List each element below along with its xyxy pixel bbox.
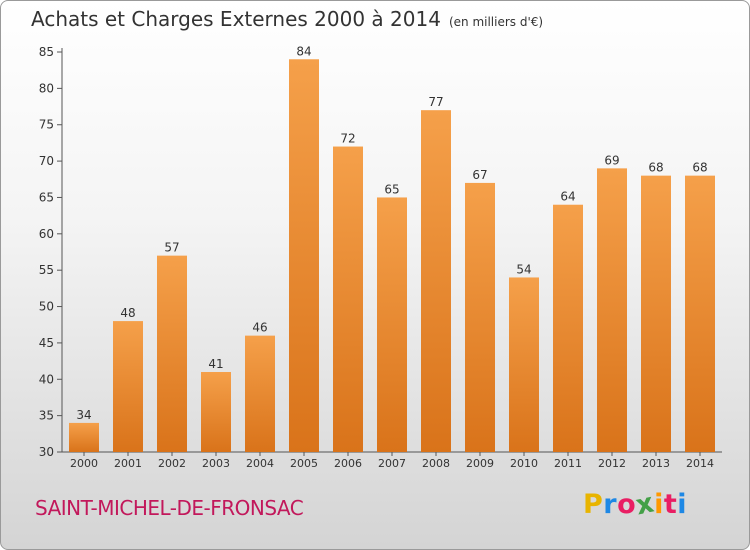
y-tick-label: 45	[39, 336, 54, 350]
x-tick-label-2008: 2008	[422, 457, 450, 470]
bar-2001	[113, 321, 143, 452]
logo-letter: r	[603, 489, 618, 520]
logo-letter: t	[663, 489, 678, 520]
x-tick-label-2002: 2002	[158, 457, 186, 470]
data-label-2008: 77	[428, 95, 443, 109]
data-label-2000: 34	[76, 408, 91, 422]
data-label-2005: 84	[296, 44, 311, 58]
x-tick-label-2001: 2001	[114, 457, 142, 470]
bar-2012	[597, 168, 627, 452]
y-tick-label: 35	[39, 409, 54, 423]
bar-2014	[685, 175, 715, 453]
chart-subtitle: (en milliers d'€)	[448, 15, 544, 29]
data-label-2009: 67	[472, 168, 487, 182]
x-tick-label-2010: 2010	[510, 457, 538, 470]
bar-2002	[157, 255, 187, 452]
data-label-2007: 65	[384, 182, 399, 196]
x-tick-label-2006: 2006	[334, 457, 362, 470]
bar-2004	[245, 335, 275, 452]
bar-2003	[201, 372, 231, 452]
x-tick-label-2003: 2003	[202, 457, 230, 470]
bar-2000	[69, 422, 99, 452]
chart-title: Achats et Charges Externes 2000 à 2014 (e…	[31, 7, 543, 31]
x-tick-label-2005: 2005	[290, 457, 318, 470]
proxiti-logo[interactable]: Proxiti	[583, 487, 688, 521]
logo-letter: P	[583, 489, 604, 520]
data-label-2014: 68	[692, 161, 707, 175]
data-label-2010: 54	[516, 262, 531, 276]
y-tick-label: 85	[39, 45, 54, 59]
bar-2013	[641, 175, 671, 453]
bar-2005	[289, 59, 319, 452]
x-tick-label-2000: 2000	[70, 457, 98, 470]
bar-2008	[421, 110, 451, 452]
y-tick-label: 65	[39, 190, 54, 204]
data-label-2002: 57	[164, 241, 179, 255]
data-label-2004: 46	[252, 321, 267, 335]
data-label-2006: 72	[340, 132, 355, 146]
commune-name: SAINT-MICHEL-DE-FRONSAC	[35, 496, 304, 520]
y-tick-label: 60	[39, 227, 54, 241]
y-tick-label: 80	[39, 81, 54, 95]
bar-2006	[333, 146, 363, 452]
y-tick-label: 70	[39, 154, 54, 168]
title-text: Achats et Charges Externes 2000 à 2014	[31, 7, 441, 31]
bar-2010	[509, 277, 539, 452]
data-label-2012: 69	[604, 153, 619, 167]
x-tick-label-2014: 2014	[686, 457, 714, 470]
y-tick-label: 55	[39, 263, 54, 277]
bar-2009	[465, 182, 495, 452]
x-tick-label-2007: 2007	[378, 457, 406, 470]
y-tick-label: 50	[39, 300, 54, 314]
y-tick-label: 75	[39, 118, 54, 132]
data-label-2013: 68	[648, 161, 663, 175]
data-label-2003: 41	[208, 357, 223, 371]
x-tick-label-2009: 2009	[466, 457, 494, 470]
logo-letter: i	[677, 489, 688, 520]
logo-letter: o	[617, 489, 637, 520]
data-label-2001: 48	[120, 306, 135, 320]
x-tick-label-2004: 2004	[246, 457, 274, 470]
bar-2011	[553, 204, 583, 452]
x-tick-label-2012: 2012	[598, 457, 626, 470]
logo-letter: i	[654, 489, 664, 520]
bar-2007	[377, 197, 407, 452]
data-label-2011: 64	[560, 190, 575, 204]
y-tick-label: 40	[39, 372, 54, 386]
x-tick-label-2011: 2011	[554, 457, 582, 470]
y-tick-label: 30	[39, 445, 54, 459]
x-tick-label-2013: 2013	[642, 457, 670, 470]
